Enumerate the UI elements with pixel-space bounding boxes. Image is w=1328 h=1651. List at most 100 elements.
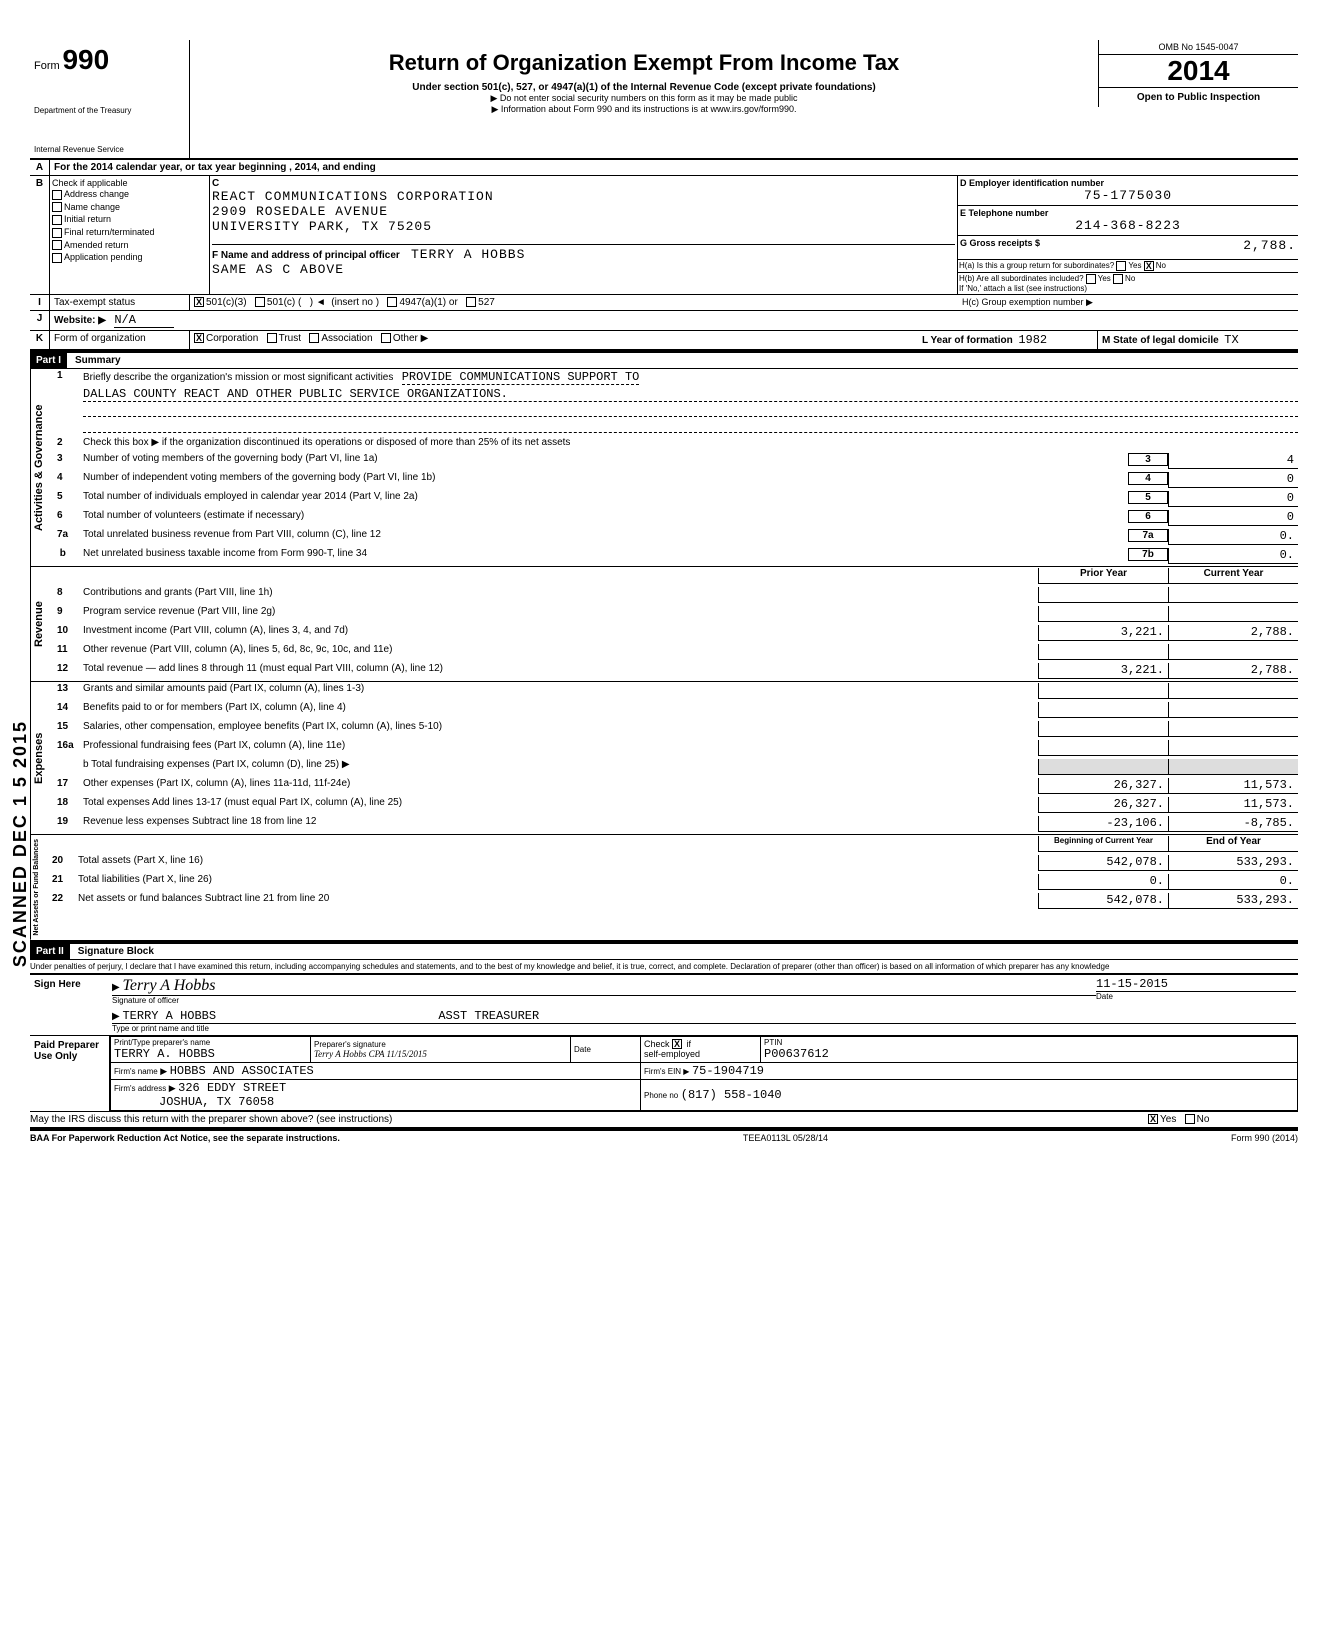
val-7a: 0.	[1168, 529, 1298, 545]
hb-yes-checkbox[interactable]	[1086, 274, 1096, 284]
line-22-num: 22	[42, 893, 78, 904]
line-18-num: 18	[47, 797, 83, 808]
amended-return-checkbox[interactable]	[52, 240, 62, 250]
irs-no: No	[1197, 1114, 1210, 1125]
mission-text-1: PROVIDE COMMUNICATIONS SUPPORT TO	[402, 370, 640, 385]
527-checkbox[interactable]	[466, 297, 476, 307]
line-13-text: Grants and similar amounts paid (Part IX…	[83, 683, 1038, 694]
4947-checkbox[interactable]	[387, 297, 397, 307]
line-7b-num: b	[47, 548, 83, 559]
line-4-text: Number of independent voting members of …	[83, 472, 1128, 483]
part-ii-title: Signature Block	[70, 946, 154, 957]
application-pending-checkbox[interactable]	[52, 253, 62, 263]
ha-yes-checkbox[interactable]	[1116, 261, 1126, 271]
firm-ein-label: Firm's EIN ▶	[644, 1067, 689, 1076]
tax-exempt-label: Tax-exempt status	[50, 295, 190, 310]
line-16a-num: 16a	[47, 740, 83, 751]
line-12-text: Total revenue — add lines 8 through 11 (…	[83, 663, 1038, 674]
firm-name: HOBBS AND ASSOCIATES	[170, 1064, 314, 1078]
tax-year: 2014	[1099, 55, 1298, 88]
initial-return-checkbox[interactable]	[52, 215, 62, 225]
hdr-prior: Prior Year	[1038, 568, 1168, 584]
curr-22: 533,293.	[1168, 893, 1298, 909]
trust-label: Trust	[279, 333, 301, 344]
g-label: G Gross receipts $	[960, 238, 1040, 248]
sign-here-label: Sign Here	[30, 975, 110, 1035]
officer-name: TERRY A HOBBS	[411, 247, 525, 262]
name-change-checkbox[interactable]	[52, 202, 62, 212]
part-i-title: Summary	[67, 355, 121, 366]
line-3-text: Number of voting members of the governin…	[83, 453, 1128, 464]
address-change-checkbox[interactable]	[52, 190, 62, 200]
prior-18: 26,327.	[1038, 797, 1168, 813]
line-14-num: 14	[47, 702, 83, 713]
prior-20: 542,078.	[1038, 855, 1168, 871]
firm-phone-label: Phone no	[644, 1091, 678, 1100]
curr-21: 0.	[1168, 874, 1298, 890]
e-label: E Telephone number	[960, 208, 1296, 218]
line-1-num: 1	[47, 370, 83, 381]
corporation-checkbox[interactable]	[194, 333, 204, 343]
ptin-value: P00637612	[764, 1047, 1294, 1061]
box-4: 4	[1128, 472, 1168, 485]
application-pending-label: Application pending	[64, 252, 143, 262]
line-8-text: Contributions and grants (Part VIII, lin…	[83, 587, 1038, 598]
firm-ein: 75-1904719	[692, 1064, 764, 1078]
val-4: 0	[1168, 472, 1298, 488]
form-label: Form	[34, 60, 60, 72]
line-5-num: 5	[47, 491, 83, 502]
dept-irs: Internal Revenue Service	[34, 145, 185, 154]
website-label: Website: ▶	[54, 315, 106, 326]
line-11-text: Other revenue (Part VIII, column (A), li…	[83, 644, 1038, 655]
baa-notice: BAA For Paperwork Reduction Act Notice, …	[30, 1133, 340, 1143]
irs-no-checkbox[interactable]	[1185, 1114, 1195, 1124]
line-21-text: Total liabilities (Part X, line 26)	[78, 874, 1038, 885]
vside-expenses: Expenses	[30, 682, 47, 834]
line-2-text: Check this box ▶ if the organization dis…	[83, 437, 1298, 448]
final-return-checkbox[interactable]	[52, 228, 62, 238]
curr-18: 11,573.	[1168, 797, 1298, 813]
hc-label: H(c) Group exemption number ▶	[958, 295, 1298, 310]
subtitle: Under section 501(c), 527, or 4947(a)(1)…	[200, 82, 1088, 93]
perjury-statement: Under penalties of perjury, I declare th…	[30, 960, 1298, 973]
year-formation: 1982	[1018, 333, 1047, 347]
line-12-num: 12	[47, 663, 83, 674]
firm-phone: (817) 558-1040	[681, 1088, 782, 1102]
preparer-signature: Terry A Hobbs CPA 11/15/2015	[314, 1049, 567, 1059]
association-checkbox[interactable]	[309, 333, 319, 343]
line-1-text: Briefly describe the organization's miss…	[83, 372, 393, 383]
d-label: D Employer identification number	[960, 178, 1296, 188]
501c3-label: 501(c)(3)	[206, 297, 247, 308]
self-employed-checkbox[interactable]	[672, 1039, 682, 1049]
ha-yes: Yes	[1128, 261, 1141, 270]
m-label: M State of legal domicile	[1102, 335, 1219, 346]
omb-number: OMB No 1545-0047	[1099, 40, 1298, 55]
firm-name-label: Firm's name	[114, 1067, 158, 1076]
501c-checkbox[interactable]	[255, 297, 265, 307]
trust-checkbox[interactable]	[267, 333, 277, 343]
line-21-num: 21	[42, 874, 78, 885]
other-checkbox[interactable]	[381, 333, 391, 343]
val-3: 4	[1168, 453, 1298, 469]
527-label: 527	[478, 297, 495, 308]
phone-value: 214-368-8223	[960, 218, 1296, 233]
hb-no-checkbox[interactable]	[1113, 274, 1123, 284]
irs-yes-checkbox[interactable]	[1148, 1114, 1158, 1124]
line-3-num: 3	[47, 453, 83, 464]
501c3-checkbox[interactable]	[194, 297, 204, 307]
name-title-label: Type or print name and title	[112, 1023, 1296, 1033]
line-9-num: 9	[47, 606, 83, 617]
vside-revenue: Revenue	[30, 567, 47, 681]
curr-17: 11,573.	[1168, 778, 1298, 794]
sign-date: 11-15-2015	[1096, 977, 1168, 991]
ein-value: 75-1775030	[960, 188, 1296, 203]
paid-preparer-label: Paid Preparer Use Only	[30, 1036, 110, 1111]
hdr-beginning: Beginning of Current Year	[1038, 836, 1168, 852]
ptin-label: PTIN	[764, 1038, 1294, 1047]
prior-12: 3,221.	[1038, 663, 1168, 679]
line-10-num: 10	[47, 625, 83, 636]
hdr-end: End of Year	[1168, 836, 1298, 852]
ha-no-checkbox[interactable]	[1144, 261, 1154, 271]
line-4-num: 4	[47, 472, 83, 483]
part-i-label: Part I	[30, 353, 67, 368]
